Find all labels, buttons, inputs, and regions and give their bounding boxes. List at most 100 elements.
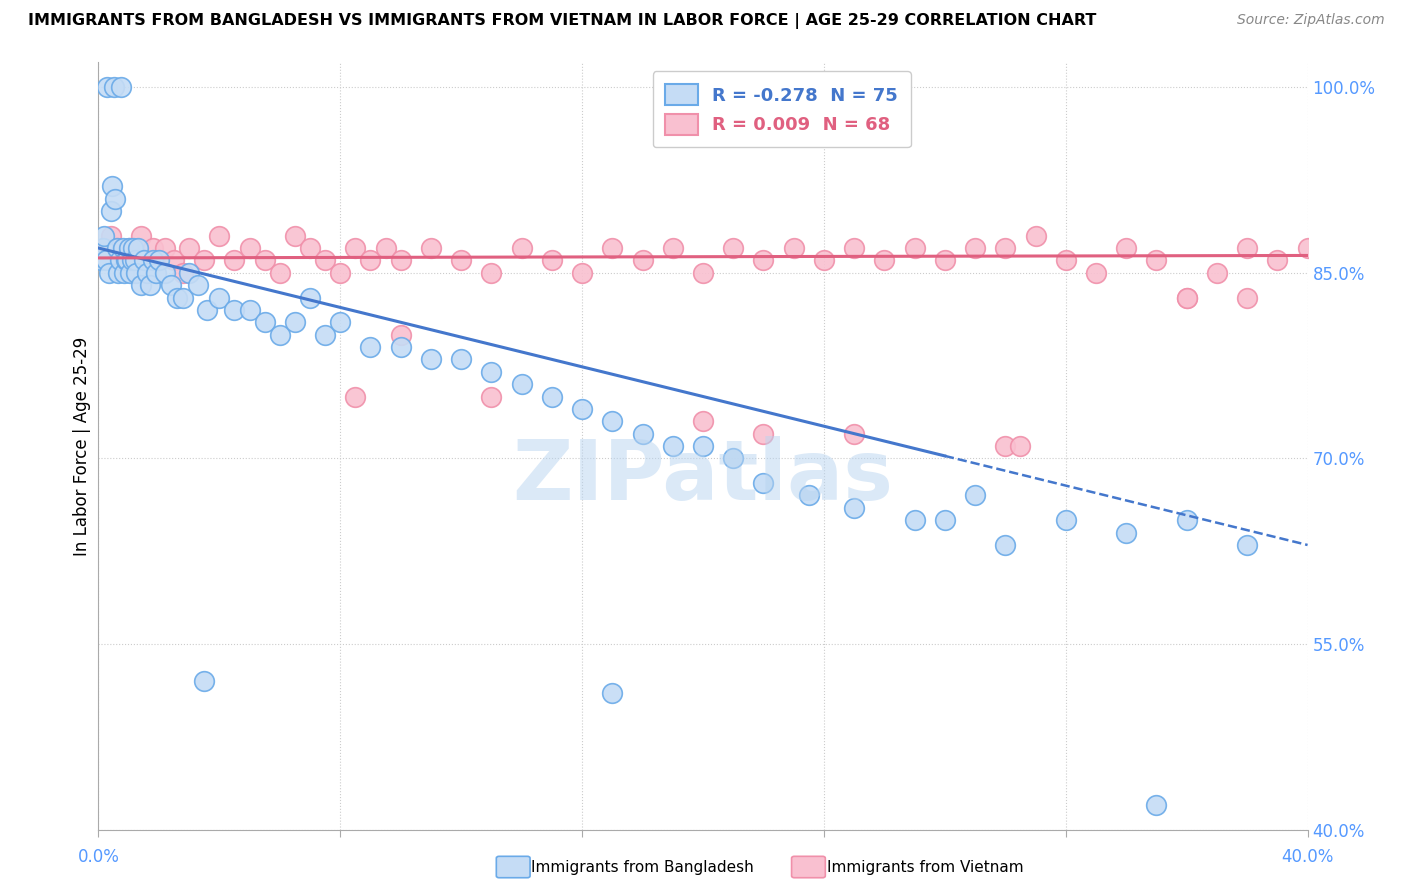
Text: ZIPatlas: ZIPatlas [513, 436, 893, 517]
Point [540, 253, 562, 268]
Point [994, 241, 1017, 255]
Point [91, 241, 114, 255]
Point [510, 377, 533, 392]
Point [96, 80, 118, 95]
Point [1206, 266, 1229, 280]
Point [1236, 241, 1258, 255]
Point [179, 241, 201, 255]
Point [797, 488, 820, 502]
Point [129, 278, 152, 293]
Point [118, 241, 141, 255]
Point [108, 253, 131, 268]
Point [571, 266, 593, 280]
Point [239, 302, 262, 317]
Point [1296, 241, 1319, 255]
Y-axis label: In Labor Force | Age 25-29: In Labor Force | Age 25-29 [73, 336, 91, 556]
Point [208, 228, 231, 243]
Text: Immigrants from Bangladesh: Immigrants from Bangladesh [531, 860, 754, 874]
Point [450, 253, 472, 268]
Point [1175, 291, 1198, 305]
Point [127, 241, 149, 255]
Point [723, 451, 745, 466]
Point [329, 266, 352, 280]
Point [510, 241, 533, 255]
Point [104, 192, 127, 206]
Point [661, 241, 683, 255]
Point [160, 278, 183, 293]
Point [904, 513, 927, 527]
Point [360, 340, 382, 354]
Point [844, 241, 866, 255]
Point [994, 439, 1017, 453]
Point [142, 241, 165, 255]
Text: 40.0%: 40.0% [1281, 848, 1334, 866]
Point [389, 327, 412, 342]
Point [329, 315, 352, 329]
Point [602, 686, 624, 700]
Point [110, 80, 132, 95]
Point [389, 253, 412, 268]
Point [124, 253, 146, 268]
Point [105, 241, 128, 255]
Point [1010, 439, 1032, 453]
Point [112, 266, 135, 280]
Point [314, 253, 336, 268]
Point [90, 253, 112, 268]
Point [420, 352, 443, 367]
Point [103, 80, 125, 95]
Point [571, 401, 593, 416]
Point [844, 426, 866, 441]
Point [1054, 253, 1077, 268]
Point [239, 241, 262, 255]
Point [481, 365, 503, 379]
Point [752, 476, 775, 491]
Point [374, 241, 396, 255]
Point [114, 253, 136, 268]
Text: Immigrants from Vietnam: Immigrants from Vietnam [827, 860, 1024, 874]
Point [122, 241, 145, 255]
Point [692, 266, 714, 280]
Point [1085, 266, 1108, 280]
Point [481, 266, 503, 280]
Point [93, 228, 115, 243]
Point [813, 253, 835, 268]
Point [1236, 291, 1258, 305]
Point [360, 253, 382, 268]
Point [94, 253, 117, 268]
Point [253, 315, 276, 329]
Point [269, 327, 291, 342]
Point [135, 253, 157, 268]
Point [994, 538, 1017, 552]
Point [132, 253, 155, 268]
Point [389, 340, 412, 354]
Point [163, 253, 186, 268]
Point [101, 179, 124, 194]
Point [1024, 228, 1046, 243]
Point [420, 241, 443, 255]
Point [111, 253, 134, 268]
Point [100, 228, 122, 243]
Point [172, 266, 194, 280]
Point [105, 241, 128, 255]
Point [692, 414, 714, 428]
Point [934, 513, 956, 527]
Point [120, 266, 142, 280]
Point [107, 266, 129, 280]
Point [602, 414, 624, 428]
Point [692, 439, 714, 453]
Point [187, 278, 209, 293]
Point [450, 352, 472, 367]
Point [145, 266, 167, 280]
Point [1115, 525, 1137, 540]
Point [1236, 538, 1258, 552]
Point [142, 253, 165, 268]
Point [1267, 253, 1289, 268]
Point [193, 253, 215, 268]
Point [299, 291, 322, 305]
Point [153, 266, 176, 280]
Point [208, 291, 231, 305]
Point [844, 500, 866, 515]
Point [166, 291, 188, 305]
Point [148, 253, 170, 268]
Point [1175, 291, 1198, 305]
